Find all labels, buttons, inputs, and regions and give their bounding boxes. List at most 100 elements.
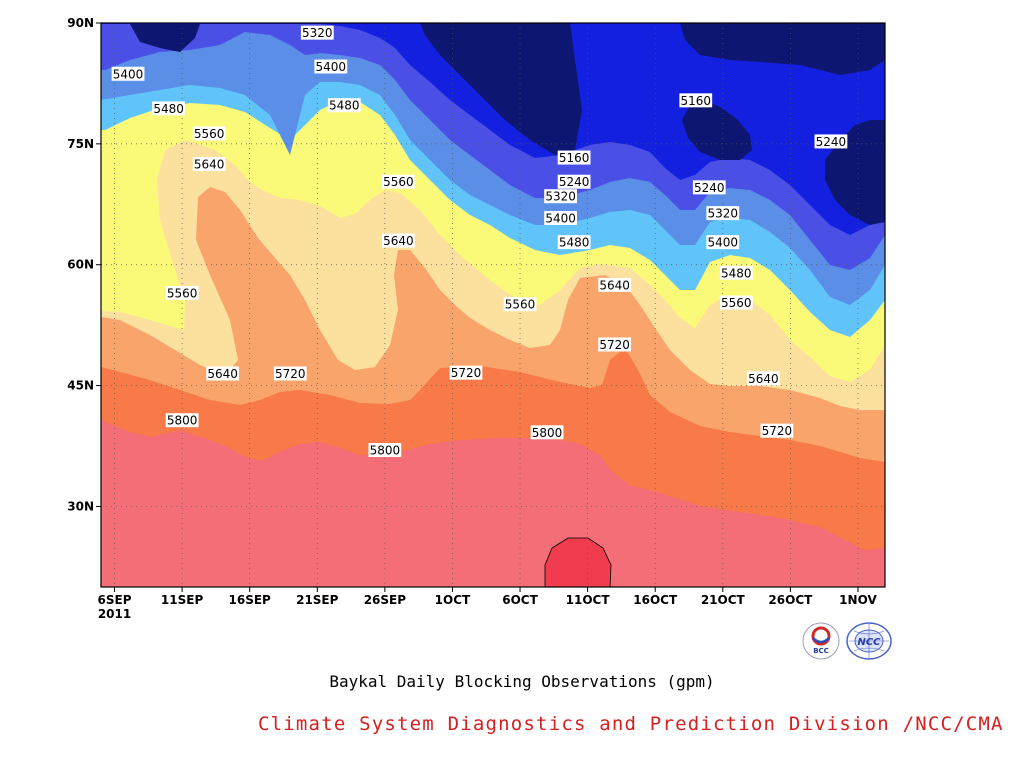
contour-label-bg xyxy=(368,443,402,458)
contour-label: 5480 xyxy=(559,236,590,250)
contour-label-bg xyxy=(760,423,794,438)
contour-label-bg xyxy=(557,174,591,189)
contour-label-bg xyxy=(449,365,483,380)
bcc-logo: BCC xyxy=(802,622,840,660)
x-tick-label: 26SEP xyxy=(364,593,407,607)
contour-label-bg xyxy=(814,134,848,149)
contour-label: 5160 xyxy=(559,151,590,165)
chart-title: Baykal Daily Blocking Observations (gpm) xyxy=(329,672,715,691)
contour-label-bg xyxy=(273,366,307,381)
y-tick-label: 60N xyxy=(67,258,94,272)
contour-label-bg xyxy=(206,366,240,381)
band-below-5160-b xyxy=(578,23,885,75)
contour-label: 5480 xyxy=(153,102,184,116)
contour-label-bg xyxy=(165,285,199,300)
contour-label: 5400 xyxy=(545,211,576,225)
contour-label: 5560 xyxy=(167,286,198,300)
ncc-logo: NCC xyxy=(846,622,892,660)
x-tick-label: 16SEP xyxy=(229,593,272,607)
band-above-5880 xyxy=(544,537,612,587)
contour-label: 5560 xyxy=(721,296,752,310)
x-tick-label: 11SEP xyxy=(161,593,204,607)
plot-frame xyxy=(100,22,886,588)
contour-label: 5240 xyxy=(559,175,590,189)
contour-label: 5720 xyxy=(451,366,482,380)
contour-label-bg xyxy=(746,371,780,386)
y-tick-label: 30N xyxy=(67,499,94,513)
x-tick-label: 26OCT xyxy=(768,593,813,607)
contour-label: 5560 xyxy=(194,127,225,141)
contour-label: 5720 xyxy=(599,338,630,352)
contour-label-bg xyxy=(706,206,740,221)
contour-label: 5240 xyxy=(816,135,847,149)
contour-label: 5640 xyxy=(207,367,238,381)
contour-label: 5640 xyxy=(383,234,414,248)
contour-label-bg xyxy=(381,174,415,189)
contour-label: 5640 xyxy=(599,278,630,292)
contour-label: 5160 xyxy=(680,94,711,108)
x-tick-label: 21SEP xyxy=(296,593,339,607)
contour-label-bg xyxy=(314,59,348,74)
contour-label: 5480 xyxy=(329,99,360,113)
band-5160-5240 xyxy=(101,23,885,235)
contour-label-bg xyxy=(598,337,632,352)
x-tick-label: 6OCT xyxy=(502,593,538,607)
contour-label-bg xyxy=(152,101,185,116)
band-below-5160-e xyxy=(130,24,200,52)
contour-label-bg xyxy=(192,126,226,141)
contour-label: 5800 xyxy=(532,426,563,440)
contour-label-bg xyxy=(544,189,577,204)
contour-label-bg xyxy=(300,25,334,40)
contour-label: 5800 xyxy=(167,414,198,428)
contour-label-bg xyxy=(327,98,361,113)
contour-label-bg xyxy=(544,210,577,225)
contour-label-bg xyxy=(192,157,226,171)
y-tick-label: 90N xyxy=(67,16,94,30)
contour-fills xyxy=(101,23,885,587)
grid-lines xyxy=(101,23,885,587)
contour-label: 5400 xyxy=(316,60,347,74)
x-tick-label: 21OCT xyxy=(701,593,746,607)
x-tick-label: 1NOV xyxy=(839,593,877,607)
axis-ticks: 6SEP 11SEP 16SEP 21SEP 26SEP 1OCT 6OCT 11OCT 16O… xyxy=(67,16,877,621)
contour-label: 5560 xyxy=(505,298,536,312)
contour-label-bg xyxy=(679,93,713,108)
contour-label-bg xyxy=(557,235,591,250)
contour-label: 5320 xyxy=(545,190,576,204)
x-tick-label: 6SEP xyxy=(98,593,132,607)
contour-label: 5640 xyxy=(194,158,225,172)
bcc-logo-text: BCC xyxy=(813,647,829,655)
contour-label: 5400 xyxy=(708,236,739,250)
contour-label: 5800 xyxy=(370,444,401,458)
contour-label-bg xyxy=(692,180,726,195)
contour-label-bg xyxy=(719,265,753,280)
contour-label: 5320 xyxy=(708,207,739,221)
contour-label: 5480 xyxy=(721,266,752,280)
x-tick-label: 16OCT xyxy=(633,593,678,607)
contour-label: 5400 xyxy=(113,67,144,81)
x-year-label: 2011 xyxy=(98,607,131,621)
credit-line: Climate System Diagnostics and Predictio… xyxy=(258,713,1004,735)
y-tick-label: 45N xyxy=(67,379,94,393)
contour-label-bg xyxy=(165,413,199,428)
contour-label: 5240 xyxy=(694,181,725,195)
contour-label-bg xyxy=(706,235,740,250)
contour-label: 5720 xyxy=(762,424,793,438)
x-tick-label: 1OCT xyxy=(435,593,471,607)
contour-label-bg xyxy=(719,295,753,310)
x-tick-label: 11OCT xyxy=(566,593,611,607)
contour-label: 5640 xyxy=(748,372,779,386)
ncc-logo-text: NCC xyxy=(857,637,881,648)
contour-label-bg xyxy=(111,66,145,81)
contour-label-bg xyxy=(598,277,632,292)
contour-labels: 5320 5400 5400 5480 5480 5560 5640 5560 5560 5640… xyxy=(111,25,848,458)
contour-label-bg xyxy=(503,297,537,312)
y-tick-label: 75N xyxy=(67,137,94,151)
band-below-5160-d xyxy=(682,100,752,160)
band-below-5160-a xyxy=(420,23,582,155)
contour-label: 5320 xyxy=(302,26,333,40)
contour-label-bg xyxy=(530,425,564,440)
contour-label: 5720 xyxy=(275,367,306,381)
contour-label: 5560 xyxy=(383,175,414,189)
